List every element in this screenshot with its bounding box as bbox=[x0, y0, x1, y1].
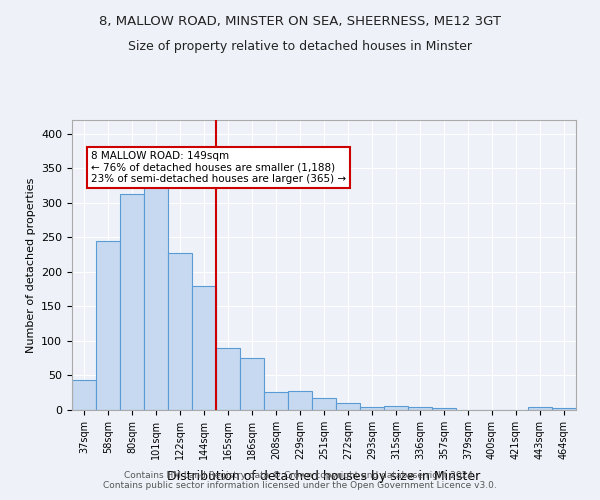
Bar bbox=[216, 348, 240, 410]
Text: 8 MALLOW ROAD: 149sqm
← 76% of detached houses are smaller (1,188)
23% of semi-d: 8 MALLOW ROAD: 149sqm ← 76% of detached … bbox=[91, 151, 346, 184]
Bar bbox=[408, 407, 432, 410]
Bar bbox=[528, 407, 552, 410]
Bar bbox=[432, 408, 456, 410]
Y-axis label: Number of detached properties: Number of detached properties bbox=[26, 178, 35, 352]
Text: Size of property relative to detached houses in Minster: Size of property relative to detached ho… bbox=[128, 40, 472, 53]
Bar bbox=[336, 403, 360, 410]
Bar bbox=[192, 286, 216, 410]
Bar bbox=[96, 241, 120, 410]
Bar bbox=[144, 184, 168, 410]
Bar bbox=[168, 252, 192, 410]
Bar bbox=[264, 392, 288, 410]
Text: 8, MALLOW ROAD, MINSTER ON SEA, SHEERNESS, ME12 3GT: 8, MALLOW ROAD, MINSTER ON SEA, SHEERNES… bbox=[99, 15, 501, 28]
Bar bbox=[120, 194, 144, 410]
Bar bbox=[288, 392, 312, 410]
Bar bbox=[312, 398, 336, 410]
Bar bbox=[240, 358, 264, 410]
Bar bbox=[552, 408, 576, 410]
Text: Contains HM Land Registry data © Crown copyright and database right 2024.
Contai: Contains HM Land Registry data © Crown c… bbox=[103, 470, 497, 490]
Bar bbox=[360, 406, 384, 410]
X-axis label: Distribution of detached houses by size in Minster: Distribution of detached houses by size … bbox=[167, 470, 481, 484]
Bar bbox=[384, 406, 408, 410]
Bar bbox=[72, 380, 96, 410]
